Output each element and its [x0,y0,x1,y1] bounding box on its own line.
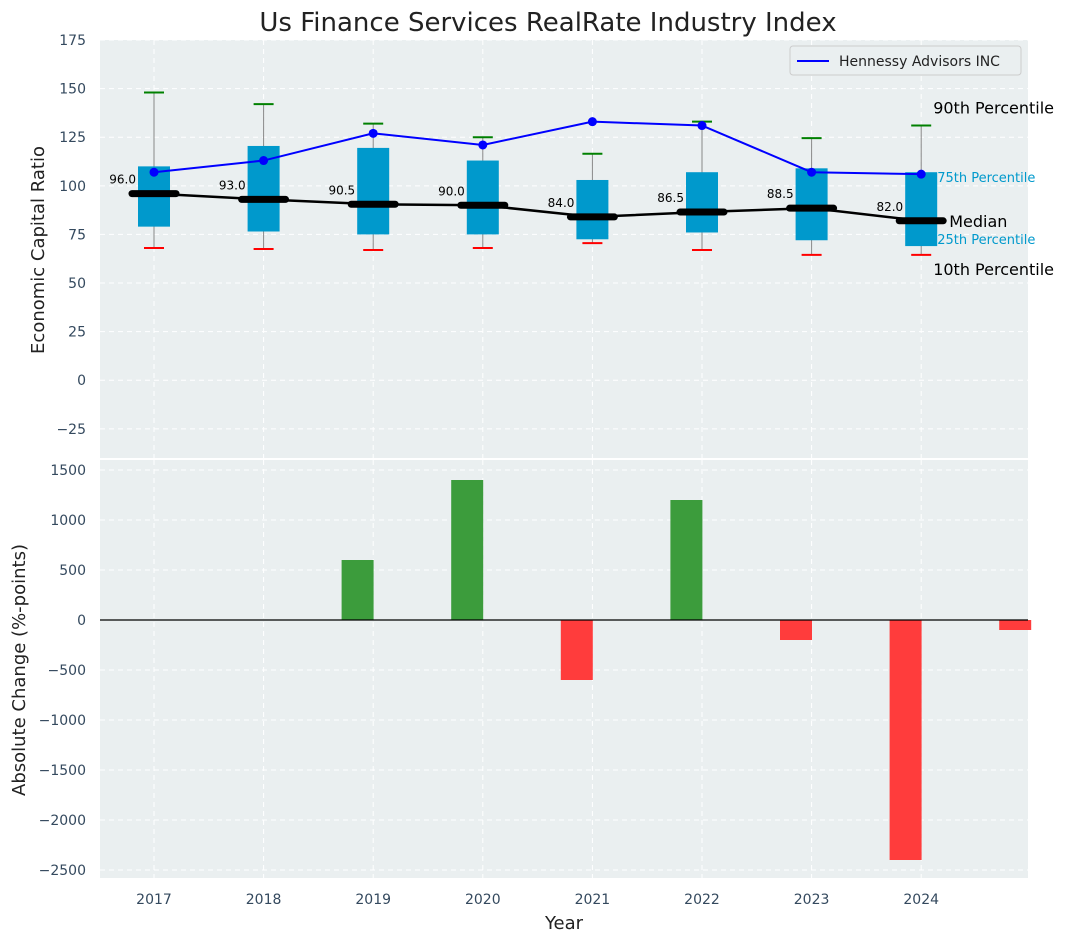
bottom-y-tick-label: 500 [59,563,86,579]
bottom-y-tick-label: −1000 [39,713,86,729]
x-tick-label: 2017 [136,892,172,908]
x-tick-label: 2018 [246,892,282,908]
top-y-tick-label: 150 [59,82,86,98]
legend-label: Hennessy Advisors INC [839,54,1000,70]
top-y-tick-label: 75 [68,227,86,243]
x-tick-label: 2023 [794,892,830,908]
x-tick-label: 2019 [355,892,391,908]
median-value-label: 88.5 [767,187,794,201]
top-y-tick-label: 25 [68,325,86,341]
p10-annotation: 10th Percentile [933,260,1054,279]
percentile-box [795,168,828,241]
company-point [916,169,926,179]
top-y-tick-label: 0 [77,373,86,389]
median-value-label: 82.0 [876,200,903,214]
company-point [807,167,817,177]
legend: Hennessy Advisors INC [789,45,1022,76]
legend-box [789,45,1022,76]
bottom-y-tick-label: −2500 [39,863,86,879]
percentile-box [576,179,609,240]
p75-annotation: 75th Percentile [937,171,1035,186]
x-axis-label: Year [544,913,584,934]
percentile-box [905,172,938,247]
change-bar [889,620,922,860]
bottom-y-tick-label: −2000 [39,813,86,829]
company-point [368,128,378,138]
top-y-tick-label: 50 [68,276,86,292]
change-bar [341,560,374,620]
median-value-label: 90.5 [328,183,355,197]
x-tick-label: 2022 [684,892,720,908]
change-bar [451,480,484,620]
top-y-axis-label: Economic Capital Ratio [28,146,49,354]
median-value-label: 93.0 [219,178,246,192]
bottom-y-tick-label: −1500 [39,763,86,779]
percentile-box [686,172,718,233]
company-line [153,120,922,176]
bottom-y-tick-label: 1500 [50,463,86,479]
percentile-box [466,160,499,235]
bottom-y-tick-label: 0 [77,613,86,629]
company-point [697,121,707,131]
company-point [587,117,597,127]
top-plot-area [100,40,1028,458]
top-y-tick-label: 100 [59,179,86,195]
company-point [478,140,488,150]
change-bar [999,620,1032,630]
change-bar [670,500,703,620]
median-annotation: Median [949,212,1007,231]
top-y-tick-label: −25 [56,422,86,438]
median-value-label: 90.0 [438,184,465,198]
bar-chart-panel: −2500 −2000 −1500 −1000 −500 0 500 1000 1500 2017… [39,458,1032,908]
p90-annotation: 90th Percentile [933,99,1054,118]
median-value-label: 84.0 [548,196,575,210]
x-tick-label: 2020 [465,892,501,908]
median-value-label: 96.0 [109,173,136,187]
percentile-box [357,147,390,235]
top-y-tick-label: 125 [59,130,86,146]
x-tick-label: 2024 [903,892,939,908]
box-plot-panel: −25 0 25 50 75 100 125 150 175 96.0 93.0 90.5 90.0 84… [56,33,1054,458]
bottom-y-tick-label: −500 [48,663,86,679]
top-y-tick-label: 175 [59,33,86,49]
median-value-label: 86.5 [657,191,684,205]
change-bar [560,620,593,680]
bottom-y-axis-label: Absolute Change (%-points) [9,544,30,796]
change-bar [780,620,812,640]
p25-annotation: 25th Percentile [937,233,1035,248]
bottom-y-tick-label: 1000 [50,513,86,529]
company-point [149,167,159,177]
x-tick-label: 2021 [575,892,611,908]
company-point [259,156,269,166]
chart-title: Us Finance Services RealRate Industry In… [259,8,836,38]
